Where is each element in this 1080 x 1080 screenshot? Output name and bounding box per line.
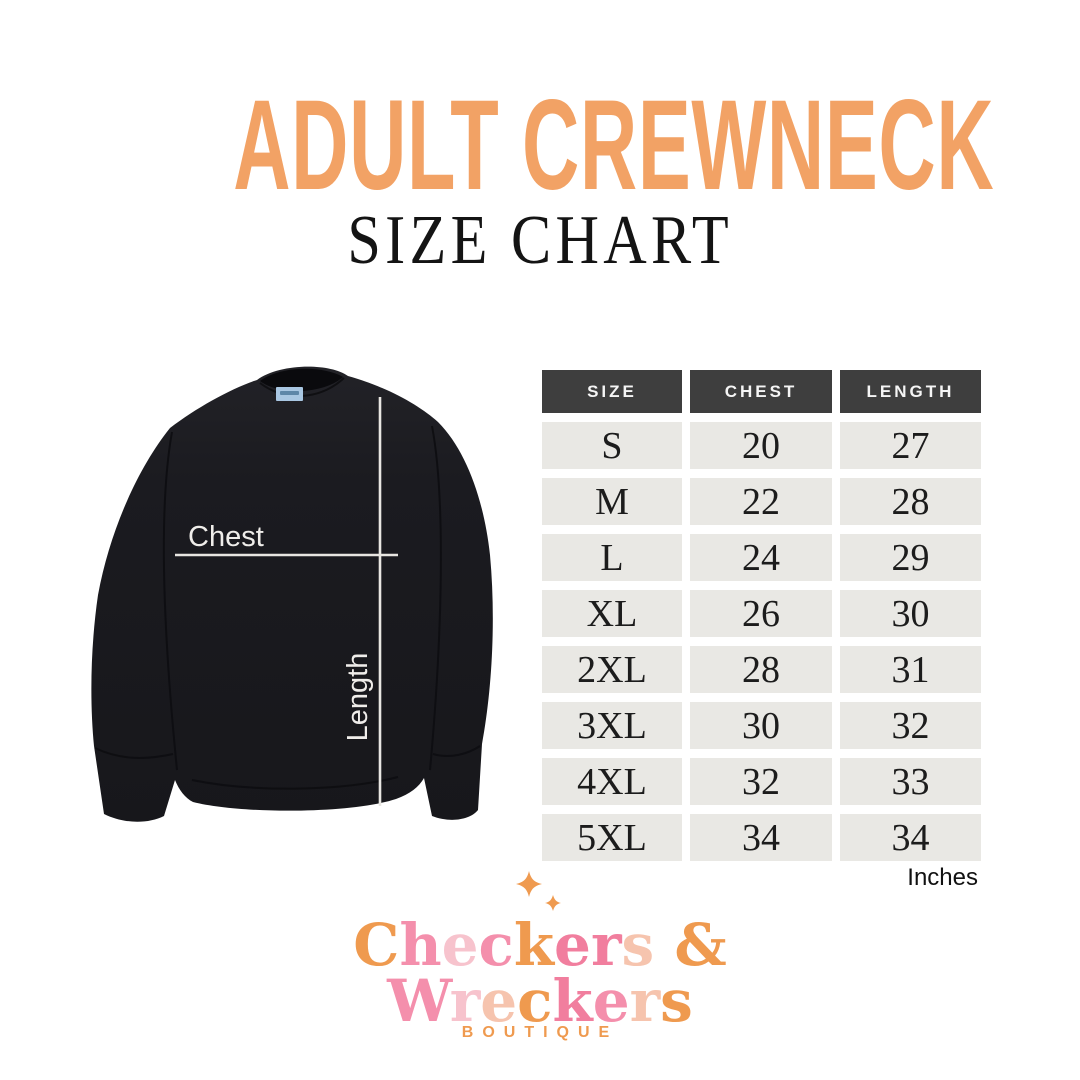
length-cell: 29 <box>840 534 981 581</box>
logo-letter: r <box>629 967 661 1035</box>
chest-cell: 24 <box>690 534 832 581</box>
neck-tag-print <box>280 391 299 395</box>
chest-cell: 22 <box>690 478 832 525</box>
sweatshirt-silhouette <box>91 366 493 822</box>
length-label: Length <box>342 653 374 742</box>
logo-letter: r <box>590 911 622 979</box>
crewneck-sweatshirt-graphic: Chest Length <box>91 366 493 822</box>
logo-letter: h <box>399 911 442 979</box>
column-header-chest: CHEST <box>690 370 832 413</box>
page-title: ADULT CREWNECK <box>233 74 995 217</box>
chest-cell: 28 <box>690 646 832 693</box>
logo-wordmark-line2: Wreckers <box>0 972 1080 1030</box>
logo-letter: c <box>478 911 514 979</box>
logo-letter: k <box>513 911 555 979</box>
size-cell: 2XL <box>542 646 682 693</box>
logo-letter: e <box>554 911 591 979</box>
length-cell: 30 <box>840 590 981 637</box>
collar-inner <box>260 368 343 392</box>
chest-cell: 32 <box>690 758 832 805</box>
logo-letter: s <box>621 911 655 979</box>
length-cell: 32 <box>840 702 981 749</box>
size-cell: 5XL <box>542 814 682 861</box>
logo-letter: & <box>674 911 727 979</box>
logo-letter: e <box>592 967 630 1035</box>
length-cell: 33 <box>840 758 981 805</box>
logo-letter: r <box>449 967 481 1035</box>
garment-seams <box>94 377 481 790</box>
sparkle-icon <box>516 871 561 911</box>
column-header-size: SIZE <box>542 370 682 413</box>
page-title-row: ADULT CREWNECK <box>0 82 1080 210</box>
page-subtitle-row: SIZE CHART <box>0 206 1080 276</box>
logo-letter: C <box>353 911 400 979</box>
size-cell: 4XL <box>542 758 682 805</box>
chest-cell: 20 <box>690 422 832 469</box>
logo-wordmark-line1: Checkers & <box>0 916 1080 974</box>
logo-letter: W <box>387 967 450 1035</box>
size-cell: M <box>542 478 682 525</box>
logo-letter: c <box>517 967 553 1035</box>
length-cell: 27 <box>840 422 981 469</box>
size-cell: L <box>542 534 682 581</box>
size-table: SIZE CHEST LENGTH S 20 27 M 22 28 L 24 29 XL 26 30 2XL 2… <box>542 370 981 861</box>
length-cell: 31 <box>840 646 981 693</box>
size-cell: 3XL <box>542 702 682 749</box>
length-cell: 28 <box>840 478 981 525</box>
chest-cell: 30 <box>690 702 832 749</box>
size-cell: XL <box>542 590 682 637</box>
length-cell: 34 <box>840 814 981 861</box>
unit-label: Inches <box>907 864 978 891</box>
chest-cell: 34 <box>690 814 832 861</box>
page-subtitle: SIZE CHART <box>347 202 733 279</box>
chest-cell: 26 <box>690 590 832 637</box>
logo-letter: e <box>480 967 518 1035</box>
logo-subtext: BOUTIQUE <box>461 1024 619 1041</box>
logo-letter: e <box>441 911 479 979</box>
logo-letter: k <box>552 967 593 1035</box>
column-header-length: LENGTH <box>840 370 981 413</box>
chest-label: Chest <box>188 521 264 553</box>
size-cell: S <box>542 422 682 469</box>
logo-letter: s <box>660 967 693 1035</box>
